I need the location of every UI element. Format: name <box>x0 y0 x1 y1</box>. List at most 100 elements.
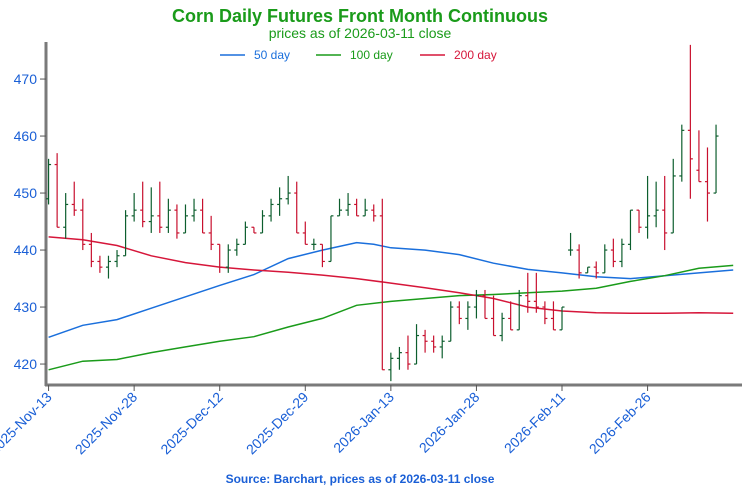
x-tick-label: 2025-Dec-29 <box>243 389 312 458</box>
source-caption: Source: Barchart, prices as of 2026-03-1… <box>225 472 495 486</box>
ohlc-bar <box>294 181 300 234</box>
ohlc-bar <box>88 232 94 268</box>
ohlc-bar <box>482 289 488 320</box>
ohlc-bar <box>114 250 120 268</box>
y-tick-label: 470 <box>14 71 38 87</box>
y-tick-label: 420 <box>14 356 38 372</box>
ohlc-bar <box>208 215 214 251</box>
x-tick-label: 2025-Nov-13 <box>0 389 55 458</box>
ohlc-bar <box>174 204 180 239</box>
ohlc-bar <box>191 198 197 222</box>
ohlc-bar <box>627 209 633 251</box>
x-tick-label: 2026-Feb-26 <box>586 389 654 457</box>
ohlc-bar <box>559 306 565 331</box>
legend-label: 200 day <box>454 48 497 62</box>
ohlc-bar <box>379 198 385 371</box>
ohlc-bar <box>285 175 291 205</box>
ohlc-bar <box>550 301 556 331</box>
ohlc-bar <box>225 244 231 273</box>
y-tick-label: 430 <box>14 299 38 315</box>
ohlc-bar <box>217 243 223 273</box>
ohlc-bar <box>105 255 111 279</box>
ohlc-bar <box>319 243 325 268</box>
ohlc-bar <box>542 301 548 325</box>
ohlc-bar <box>499 312 505 342</box>
ohlc-bar <box>354 198 360 217</box>
x-tick-label: 2026-Jan-13 <box>330 389 397 456</box>
ohlc-bar <box>610 238 616 268</box>
ohlc-bar <box>405 335 411 370</box>
ohlc-bar <box>80 198 86 251</box>
ohlc-bar <box>71 181 77 216</box>
ohlc-bar <box>388 352 394 382</box>
ohlc-bar <box>337 198 343 217</box>
ohlc-bar <box>63 193 69 239</box>
ohlc-bar <box>704 147 710 222</box>
ohlc-bar <box>713 124 719 194</box>
ohlc-bar <box>260 210 266 234</box>
ohlc-bar <box>302 221 308 245</box>
ohlc-bar <box>362 198 368 217</box>
ohlc-bar <box>182 204 188 234</box>
ohlc-bar <box>576 244 582 279</box>
ohlc-bar <box>97 255 103 273</box>
chart-title: Corn Daily Futures Front Month Continuou… <box>172 6 548 26</box>
ohlc-bar <box>585 266 591 274</box>
legend-label: 100 day <box>350 48 393 62</box>
ohlc-bar <box>242 221 248 245</box>
chart-subtitle: prices as of 2026-03-11 close <box>268 25 452 41</box>
x-tick-label: 2026-Feb-11 <box>501 389 568 456</box>
y-tick-label: 460 <box>14 128 38 144</box>
ohlc-bar <box>687 44 693 199</box>
ohlc-bar <box>533 272 539 313</box>
y-tick-label: 440 <box>14 242 38 258</box>
x-tick-label: 2025-Dec-12 <box>157 389 226 458</box>
ohlc-bar <box>268 198 274 222</box>
ohlc-bar <box>670 158 676 234</box>
ohlc-bar <box>311 238 317 251</box>
ohlc-bar <box>148 187 154 233</box>
x-tick-label: 2025-Nov-28 <box>72 389 141 458</box>
ohlc-bar <box>157 181 163 233</box>
ohlc-bar <box>165 198 171 233</box>
ohlc-bar <box>465 301 471 330</box>
ohlc-bar <box>491 295 497 337</box>
ohlc-bar <box>345 193 351 216</box>
ohlc-bar <box>439 335 445 359</box>
ohlc-bar <box>422 329 428 353</box>
ma-line-50-day <box>48 241 734 339</box>
ohlc-bar <box>456 301 462 325</box>
ohlc-bar <box>662 175 668 251</box>
ohlc-bar <box>602 244 608 274</box>
ohlc-bar <box>328 215 334 263</box>
ohlc-bar <box>636 209 642 233</box>
ma-line-100-day <box>48 264 734 371</box>
ma-line-200-day <box>48 236 734 315</box>
ohlc-bar <box>54 153 60 228</box>
ohlc-bar <box>645 175 651 239</box>
ohlc-bar <box>448 301 454 342</box>
ohlc-bar <box>123 210 129 257</box>
ohlc-bar <box>277 187 283 216</box>
ohlc-bar <box>593 261 599 279</box>
ohlc-bar <box>251 226 257 234</box>
x-tick-label: 2026-Jan-28 <box>416 389 483 456</box>
ohlc-bar <box>619 238 625 268</box>
ohlc-bar <box>396 346 402 370</box>
y-tick-label: 450 <box>14 185 38 201</box>
ohlc-bar <box>414 324 420 365</box>
ohlc-bar <box>431 335 437 353</box>
ohlc-bar <box>131 193 137 222</box>
ohlc-bar <box>696 130 702 183</box>
ohlc-bar <box>371 204 377 222</box>
ohlc-bar <box>653 181 659 228</box>
ohlc-bar <box>525 272 531 313</box>
ohlc-bar <box>516 289 522 331</box>
ohlc-bar <box>200 198 206 234</box>
ohlc-bar <box>508 301 514 331</box>
ohlc-bar <box>46 158 52 205</box>
legend-label: 50 day <box>254 48 290 62</box>
ohlc-bar <box>568 232 574 256</box>
ohlc-bar <box>473 289 479 319</box>
